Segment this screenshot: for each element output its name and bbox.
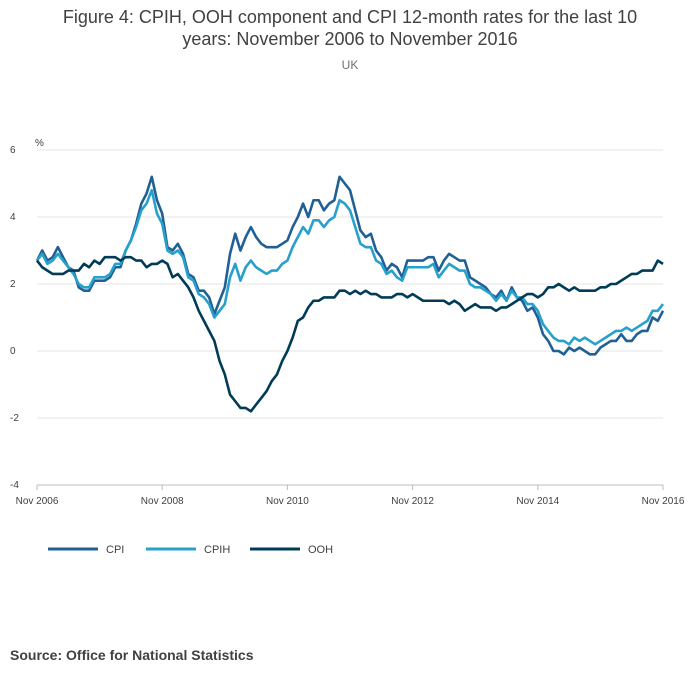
y-axis-label: % <box>35 138 44 149</box>
x-tick-label: Nov 2014 <box>516 496 559 507</box>
x-tick-label: Nov 2008 <box>141 496 184 507</box>
y-axis-ticks: 6 4 2 0 -2 -4 <box>10 145 19 491</box>
series-line-ooh <box>35 255 664 413</box>
y-tick-label: 0 <box>10 346 16 357</box>
chart-subtitle: UK <box>341 58 359 72</box>
x-tick-label: Nov 2012 <box>391 496 434 507</box>
chart-title: Figure 4: CPIH, OOH component and CPI 12… <box>0 6 700 50</box>
legend: CPI CPIH OOH <box>48 544 333 556</box>
legend-item-ooh: OOH <box>250 544 333 556</box>
legend-item-cpi: CPI <box>48 544 124 556</box>
y-tick-label: -4 <box>10 480 19 491</box>
series-lines <box>35 175 665 413</box>
chart-title-line-2: years: November 2006 to November 2016 <box>182 29 518 49</box>
chart-title-line-1: Figure 4: CPIH, OOH component and CPI 12… <box>62 7 638 27</box>
legend-label: CPI <box>106 544 124 556</box>
y-tick-label: 2 <box>10 279 16 290</box>
series-line-cpi <box>35 175 665 356</box>
x-tick-label: Nov 2016 <box>642 496 685 507</box>
y-tick-label: 4 <box>10 212 16 223</box>
source-note: Source: Office for National Statistics <box>10 647 254 663</box>
x-tick-label: Nov 2006 <box>16 496 59 507</box>
x-axis-ticks: Nov 2006 Nov 2008 Nov 2010 Nov 2012 Nov 2014… <box>16 485 685 507</box>
legend-label: CPIH <box>204 544 230 556</box>
y-tick-label: -2 <box>10 413 19 424</box>
x-tick-label: Nov 2010 <box>266 496 309 507</box>
y-tick-label: 6 <box>10 145 16 156</box>
legend-label: OOH <box>308 544 333 556</box>
series-line-cpih <box>35 188 665 346</box>
legend-item-cpih: CPIH <box>146 544 230 556</box>
